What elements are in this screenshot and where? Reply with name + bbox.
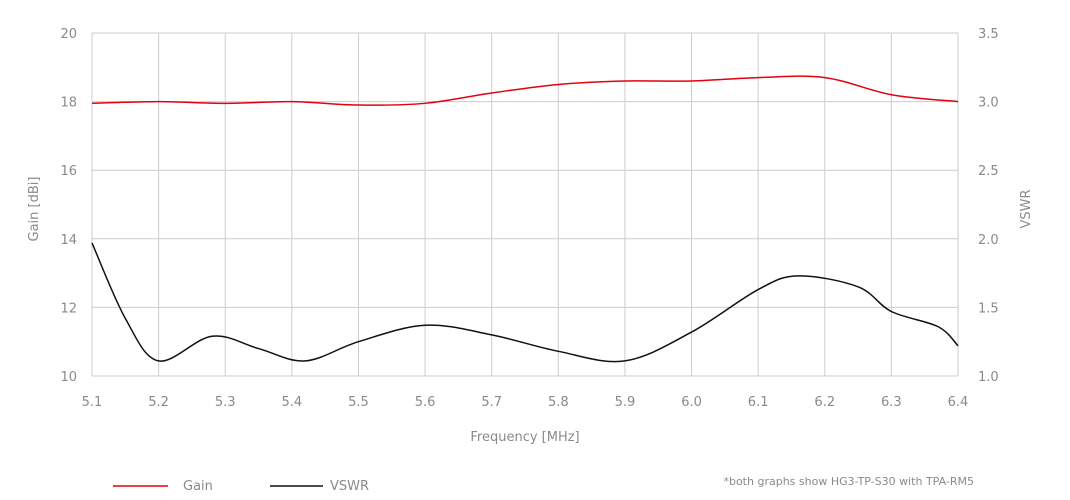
legend-label-vswr: VSWR (330, 479, 369, 494)
left-tick-label: 18 (60, 96, 77, 111)
left-tick-label: 12 (60, 301, 77, 316)
legend-label-gain: Gain (183, 479, 213, 494)
left-axis-title: Gain [dBi] (27, 177, 42, 242)
series-line-vswr (91, 242, 959, 363)
x-tick-label: 6.4 (948, 395, 969, 410)
right-tick-label: 2.5 (978, 164, 999, 179)
x-tick-label: 6.3 (881, 395, 902, 410)
left-tick-label: 16 (60, 164, 77, 179)
x-tick-label: 5.3 (215, 395, 236, 410)
right-tick-label: 1.5 (978, 301, 999, 316)
right-axis-title: VSWR (1019, 189, 1034, 228)
series-line-gain (91, 75, 959, 106)
left-tick-label: 20 (60, 27, 77, 42)
left-tick-label: 10 (60, 370, 77, 385)
x-tick-label: 5.6 (415, 395, 436, 410)
left-tick-label: 14 (60, 233, 77, 248)
x-tick-label: 5.8 (548, 395, 569, 410)
footnote: *both graphs show HG3-TP-S30 with TPA-RM… (723, 475, 974, 488)
right-tick-label: 2.0 (978, 233, 999, 248)
series-lines (91, 75, 959, 363)
legend: Gain VSWR (113, 479, 369, 494)
right-tick-label: 3.5 (978, 27, 999, 42)
right-tick-label: 3.0 (978, 96, 999, 111)
x-axis-ticks: 5.1 5.2 5.3 5.4 5.5 5.6 5.7 5.8 5.9 6.0 6.1 6.2 6.3 6… (82, 395, 969, 410)
grid (91, 32, 959, 377)
x-tick-label: 5.4 (282, 395, 303, 410)
right-axis-ticks: 1.0 1.5 2.0 2.5 3.0 3.5 (978, 27, 999, 385)
x-tick-label: 5.2 (148, 395, 169, 410)
left-axis-ticks: 10 12 14 16 18 20 (60, 27, 77, 385)
x-tick-label: 6.2 (814, 395, 835, 410)
x-tick-label: 5.1 (82, 395, 103, 410)
x-tick-label: 5.5 (348, 395, 369, 410)
x-tick-label: 6.0 (681, 395, 702, 410)
right-tick-label: 1.0 (978, 370, 999, 385)
x-tick-label: 5.9 (615, 395, 636, 410)
x-tick-label: 5.7 (481, 395, 502, 410)
x-tick-label: 6.1 (748, 395, 769, 410)
x-axis-title: Frequency [MHz] (470, 430, 579, 445)
